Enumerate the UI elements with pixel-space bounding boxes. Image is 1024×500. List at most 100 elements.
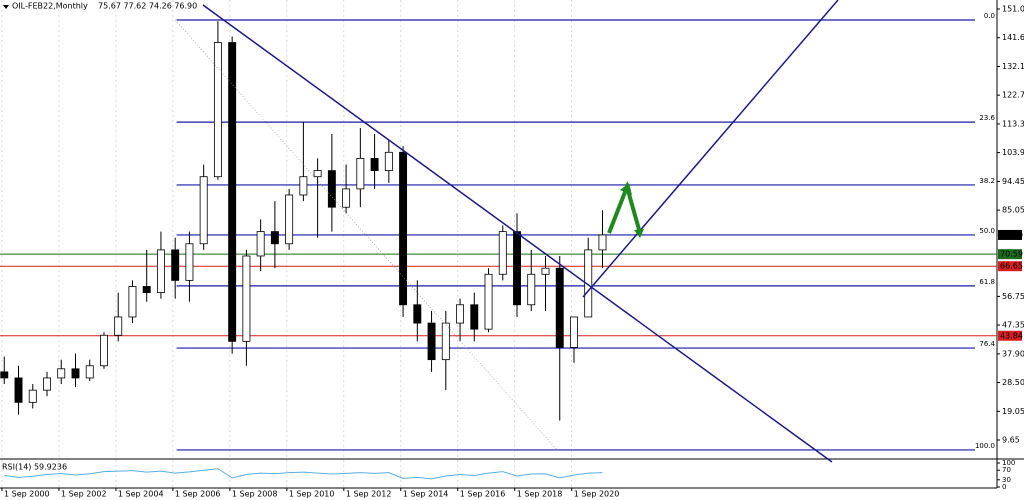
y-tick-label: 141.60 bbox=[1002, 33, 1024, 42]
candle-body bbox=[356, 158, 365, 190]
candle-body bbox=[242, 255, 251, 342]
candle-body bbox=[28, 389, 37, 403]
candle-body bbox=[413, 304, 422, 324]
fib-label: 100.0 bbox=[975, 442, 995, 450]
candle-body bbox=[228, 42, 237, 342]
y-tick-label: 132.15 bbox=[1002, 62, 1024, 71]
candle-body bbox=[327, 170, 336, 208]
y-tick-label: 19.05 bbox=[1002, 407, 1024, 416]
fib-label: 50.0 bbox=[979, 227, 995, 235]
x-tick-label: 1 Sep 2010 bbox=[289, 490, 335, 499]
candle-body bbox=[598, 234, 607, 251]
candle-body bbox=[484, 273, 493, 330]
y-tick-label: 28.50 bbox=[1002, 378, 1024, 387]
candle-body bbox=[128, 286, 137, 318]
arrow-head bbox=[620, 183, 632, 195]
candle-body bbox=[142, 286, 151, 293]
candle-body bbox=[43, 377, 51, 391]
x-tick-label: 1 Sep 2006 bbox=[175, 490, 221, 499]
candle-body bbox=[570, 316, 578, 348]
y-tick-label: 70 bbox=[1002, 466, 1011, 474]
candle-body bbox=[541, 267, 550, 275]
candle-body bbox=[199, 176, 208, 245]
arrow-head bbox=[634, 229, 644, 238]
trend-line bbox=[202, 4, 833, 463]
y-tick-label: 85.05 bbox=[1002, 206, 1024, 215]
candle-body bbox=[299, 176, 308, 196]
y-tick-label: 30 bbox=[1002, 476, 1011, 484]
price-badge bbox=[998, 249, 1022, 260]
x-tick-label: 1 Sep 2012 bbox=[346, 490, 392, 499]
price-badge-label: 66.65 bbox=[1000, 262, 1023, 271]
x-tick-label: 1 Sep 2000 bbox=[4, 490, 50, 499]
x-tick-label: 1 Sep 2014 bbox=[403, 490, 449, 499]
menu-icon bbox=[3, 5, 9, 9]
candle-body bbox=[71, 368, 80, 379]
fib-label: 76.4 bbox=[979, 340, 995, 348]
x-tick-label: 1 Sep 2008 bbox=[232, 490, 278, 499]
candle-body bbox=[513, 231, 521, 306]
x-tick-label: 1 Sep 2018 bbox=[517, 490, 563, 499]
y-tick-label: 94.45 bbox=[1002, 177, 1024, 186]
y-tick-label: 37.90 bbox=[1002, 349, 1024, 358]
candle-body bbox=[498, 231, 507, 275]
y-tick-label: 9.65 bbox=[1002, 436, 1020, 445]
trend-line bbox=[582, 0, 839, 298]
price-badge-label: 70.59 bbox=[1000, 250, 1023, 259]
candle-body bbox=[213, 42, 222, 178]
candle-body bbox=[171, 249, 180, 281]
x-tick-label: 1 Sep 2016 bbox=[460, 490, 506, 499]
y-tick-label: 0 bbox=[1002, 483, 1006, 491]
fib-label: 38.2 bbox=[979, 177, 995, 185]
candle-body bbox=[156, 249, 165, 293]
y-tick-label: 122.75 bbox=[1002, 91, 1024, 100]
fib-label: 0.0 bbox=[984, 12, 995, 20]
y-tick-label: 113.30 bbox=[1002, 119, 1024, 128]
y-tick-label: 100 bbox=[1002, 459, 1015, 467]
candle-body bbox=[555, 267, 564, 348]
y-tick-label: 103.90 bbox=[1002, 148, 1024, 157]
candle-body bbox=[342, 188, 351, 208]
price-badge bbox=[998, 261, 1022, 272]
candle-body bbox=[57, 368, 66, 379]
candle-body bbox=[384, 151, 393, 172]
price-badge bbox=[998, 330, 1022, 341]
chart-subtitle: 75.67 77.62 74.26 76.90 bbox=[98, 2, 197, 11]
candle-body bbox=[456, 304, 465, 324]
candle-body bbox=[100, 334, 108, 367]
price-badge-label: 43.84 bbox=[1000, 331, 1023, 340]
candle-body bbox=[85, 365, 94, 379]
x-tick-label: 1 Sep 2020 bbox=[574, 490, 620, 499]
price-badge-label: 76.90 bbox=[1000, 230, 1023, 239]
candle-body bbox=[313, 170, 322, 178]
x-tick-label: 1 Sep 2004 bbox=[118, 490, 164, 499]
fib-label: 61.8 bbox=[979, 278, 995, 286]
candle-body bbox=[370, 158, 379, 172]
candle-body bbox=[441, 322, 450, 361]
candle-body bbox=[470, 304, 479, 330]
candle-body bbox=[0, 371, 9, 379]
indicator-label: RSI(14) 59.9236 bbox=[2, 463, 67, 472]
candle-body bbox=[256, 231, 265, 257]
candle-body bbox=[427, 322, 436, 361]
y-tick-label: 151.00 bbox=[1002, 4, 1024, 13]
y-tick-label: 47.35 bbox=[1002, 321, 1024, 330]
candle-body bbox=[270, 231, 279, 245]
x-tick-label: 1 Sep 2002 bbox=[61, 490, 107, 499]
y-tick-label: 56.75 bbox=[1002, 292, 1024, 301]
candle-body bbox=[285, 194, 294, 245]
candle-body bbox=[527, 273, 536, 306]
chart-title: OIL-FEB22,Monthly bbox=[12, 2, 88, 11]
candle-body bbox=[114, 316, 123, 336]
candle-body bbox=[399, 151, 408, 306]
rsi-line bbox=[4, 468, 603, 480]
price-badge bbox=[998, 229, 1022, 240]
candle-body bbox=[185, 243, 194, 281]
candle-body bbox=[584, 249, 593, 318]
fib-label: 23.6 bbox=[979, 114, 995, 122]
candle-body bbox=[14, 377, 23, 403]
